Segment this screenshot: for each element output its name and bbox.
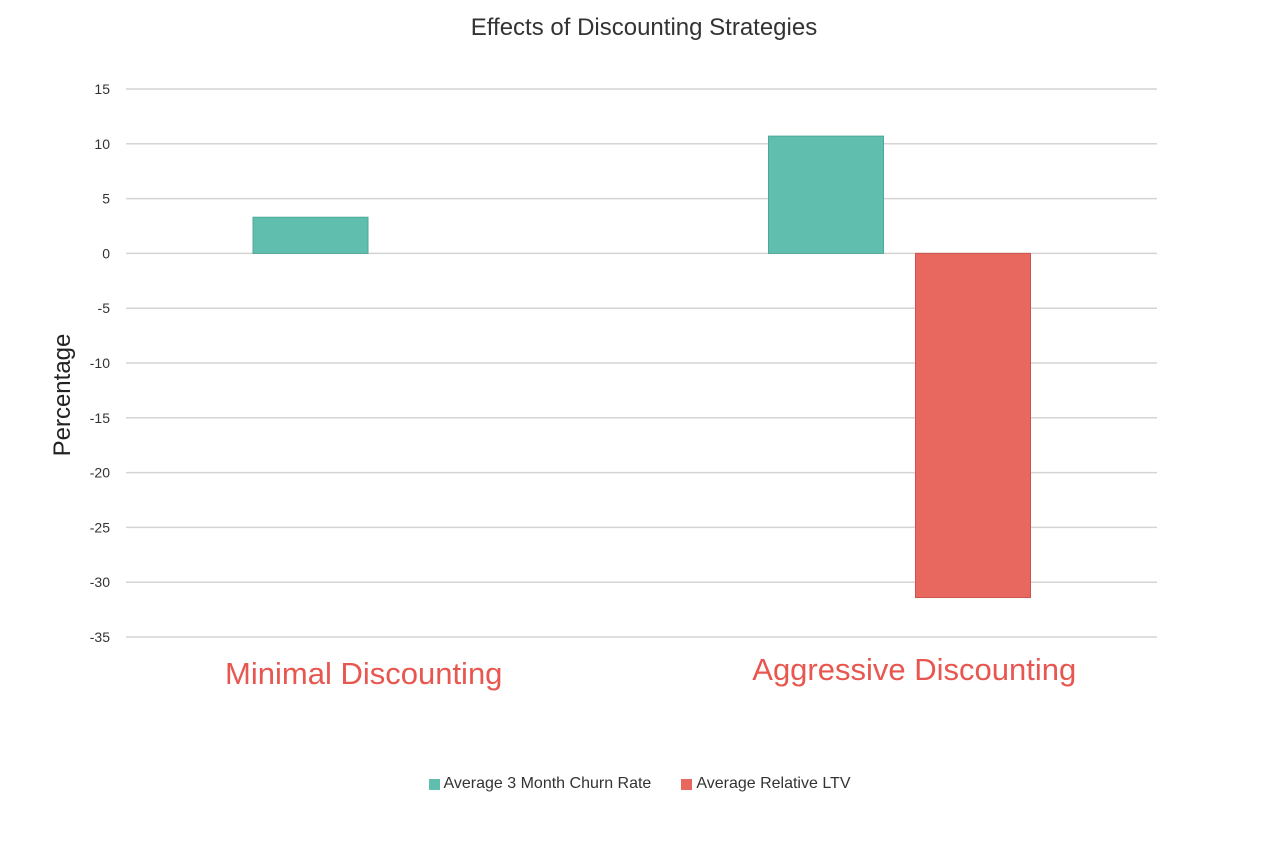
y-tick-label: 15 [94, 81, 110, 97]
y-tick-label: -10 [90, 355, 110, 371]
legend: Average 3 Month Churn Rate Average Relat… [0, 775, 1279, 793]
legend-item-ltv: Average Relative LTV [681, 775, 850, 793]
y-tick-label: -5 [98, 300, 111, 316]
legend-swatch-churn [428, 778, 440, 790]
y-tick-label: -30 [90, 574, 110, 590]
bar-churn [768, 135, 884, 254]
x-category-label: Aggressive Discounting [752, 652, 1076, 687]
y-tick-label: -15 [90, 410, 110, 426]
y-tick-label: -20 [90, 465, 110, 481]
y-tick-label: 5 [102, 191, 110, 207]
legend-swatch-ltv [681, 778, 693, 790]
legend-label-churn: Average 3 Month Churn Rate [443, 775, 652, 792]
y-tick-label: -25 [90, 519, 110, 535]
bar-churn [252, 216, 369, 254]
y-tick-label: 0 [102, 245, 110, 261]
legend-item-churn: Average 3 Month Churn Rate [428, 775, 652, 793]
x-category-label: Minimal Discounting [225, 656, 502, 691]
y-axis-label: Percentage [49, 334, 76, 457]
y-tick-label: 10 [94, 136, 110, 152]
y-tick-label: -35 [90, 629, 110, 645]
bar-ltv [915, 252, 1031, 599]
chart-title: Effects of Discounting Strategies [470, 14, 818, 41]
legend-label-ltv: Average Relative LTV [696, 775, 851, 792]
